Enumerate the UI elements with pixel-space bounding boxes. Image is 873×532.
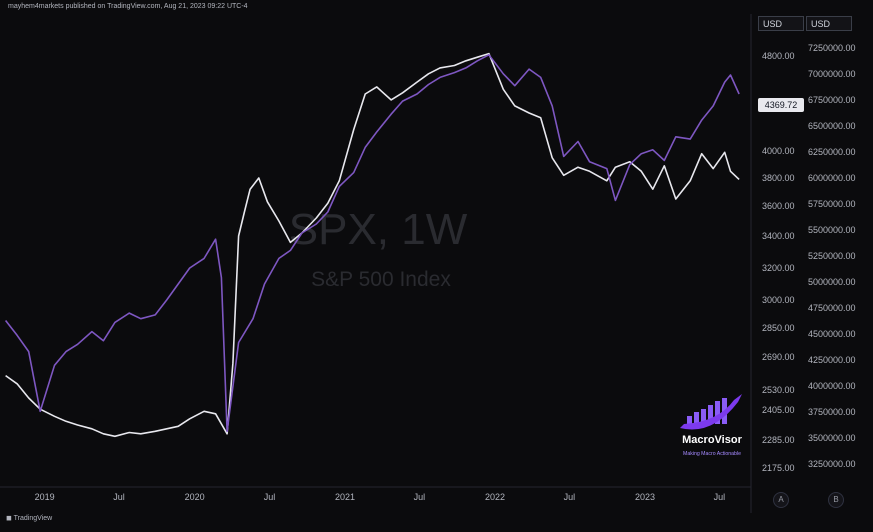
footer-brand: ◼ TradingView bbox=[6, 514, 52, 522]
chart-panel[interactable]: SPX, 1W S&P 500 Index 4800.00 4000.00 3800… bbox=[0, 14, 873, 527]
right-tick-label: 4750000.00 bbox=[808, 303, 856, 313]
auto-scale-button[interactable]: A bbox=[773, 492, 789, 508]
chart-svg[interactable]: SPX, 1W S&P 500 Index 4800.00 4000.00 3800… bbox=[0, 14, 873, 527]
left-tick-label: 2175.00 bbox=[762, 463, 795, 473]
right-tick-label: 3500000.00 bbox=[808, 433, 856, 443]
right-tick-label: 6250000.00 bbox=[808, 147, 856, 157]
logo-name: MacroVisor bbox=[682, 434, 742, 446]
left-tick-label: 2690.00 bbox=[762, 352, 795, 362]
x-tick-label: 2021 bbox=[335, 492, 355, 502]
tradingview-logo-icon: ◼ bbox=[6, 515, 12, 522]
left-tick-label: 3800.00 bbox=[762, 173, 795, 183]
logo-bar bbox=[708, 405, 713, 424]
left-tick-label: 2405.00 bbox=[762, 405, 795, 415]
logo-tagline: Making Macro Actionable bbox=[683, 451, 741, 457]
x-tick-label: Jul bbox=[414, 492, 426, 502]
series-layer bbox=[4, 52, 740, 438]
watermark-symbol: SPX, 1W bbox=[289, 205, 468, 254]
right-tick-label: 7250000.00 bbox=[808, 43, 856, 53]
right-tick-label: 6500000.00 bbox=[808, 121, 856, 131]
watermark-name: S&P 500 Index bbox=[311, 268, 451, 291]
published-caption: mayhem4markets published on TradingView.… bbox=[8, 3, 248, 10]
left-price-scale[interactable]: 4800.00 4000.00 3800.00 3600.00 3400.00 3200.… bbox=[762, 51, 795, 473]
logo-bar bbox=[687, 416, 692, 424]
logo-bar bbox=[694, 412, 699, 424]
footer-brand-text: TradingView bbox=[13, 515, 53, 522]
last-price-label: 4369.72 bbox=[758, 98, 804, 112]
right-scale-unit[interactable]: USD bbox=[806, 16, 852, 31]
right-tick-label: 5750000.00 bbox=[808, 199, 856, 209]
right-tick-label: 5000000.00 bbox=[808, 277, 856, 287]
left-tick-label: 2530.00 bbox=[762, 385, 795, 395]
right-tick-label: 6000000.00 bbox=[808, 173, 856, 183]
left-tick-label: 4000.00 bbox=[762, 146, 795, 156]
logo-bar bbox=[715, 401, 720, 424]
logo-bar bbox=[701, 409, 706, 424]
left-tick-label: 2285.00 bbox=[762, 435, 795, 445]
right-tick-label: 5500000.00 bbox=[808, 225, 856, 235]
right-tick-label: 5250000.00 bbox=[808, 251, 856, 261]
x-tick-label: Jul bbox=[714, 492, 726, 502]
x-tick-label: 2022 bbox=[485, 492, 505, 502]
right-tick-label: 3750000.00 bbox=[808, 407, 856, 417]
left-tick-label: 3200.00 bbox=[762, 263, 795, 273]
x-tick-label: 2020 bbox=[185, 492, 205, 502]
x-tick-label: Jul bbox=[564, 492, 576, 502]
left-tick-label: 3000.00 bbox=[762, 295, 795, 305]
logo-swoosh bbox=[680, 394, 742, 430]
left-tick-label: 2850.00 bbox=[762, 323, 795, 333]
left-tick-label: 3600.00 bbox=[762, 201, 795, 211]
macrovisor-logo: MacroVisor Making Macro Actionable bbox=[672, 392, 752, 468]
right-tick-label: 6750000.00 bbox=[808, 95, 856, 105]
time-scale[interactable]: 2019 Jul 2020 Jul 2021 Jul 2022 Jul 2023 Jul bbox=[35, 492, 725, 502]
right-price-scale[interactable]: 7250000.00 7000000.00 6750000.00 6500000.00… bbox=[808, 43, 856, 469]
spx-series-line[interactable] bbox=[5, 52, 740, 438]
scale-button-b[interactable]: B bbox=[828, 492, 844, 508]
right-tick-label: 3250000.00 bbox=[808, 459, 856, 469]
right-tick-label: 4500000.00 bbox=[808, 329, 856, 339]
x-tick-label: 2019 bbox=[35, 492, 55, 502]
right-tick-label: 7000000.00 bbox=[808, 69, 856, 79]
plot-area bbox=[0, 14, 751, 487]
left-tick-label: 3400.00 bbox=[762, 231, 795, 241]
comparison-series-line[interactable] bbox=[4, 54, 740, 433]
right-tick-label: 4000000.00 bbox=[808, 381, 856, 391]
left-scale-unit[interactable]: USD bbox=[758, 16, 804, 31]
x-tick-label: Jul bbox=[264, 492, 276, 502]
left-tick-label: 4800.00 bbox=[762, 51, 795, 61]
right-tick-label: 4250000.00 bbox=[808, 355, 856, 365]
logo-graphic bbox=[680, 394, 742, 430]
x-tick-label: 2023 bbox=[635, 492, 655, 502]
x-tick-label: Jul bbox=[113, 492, 125, 502]
